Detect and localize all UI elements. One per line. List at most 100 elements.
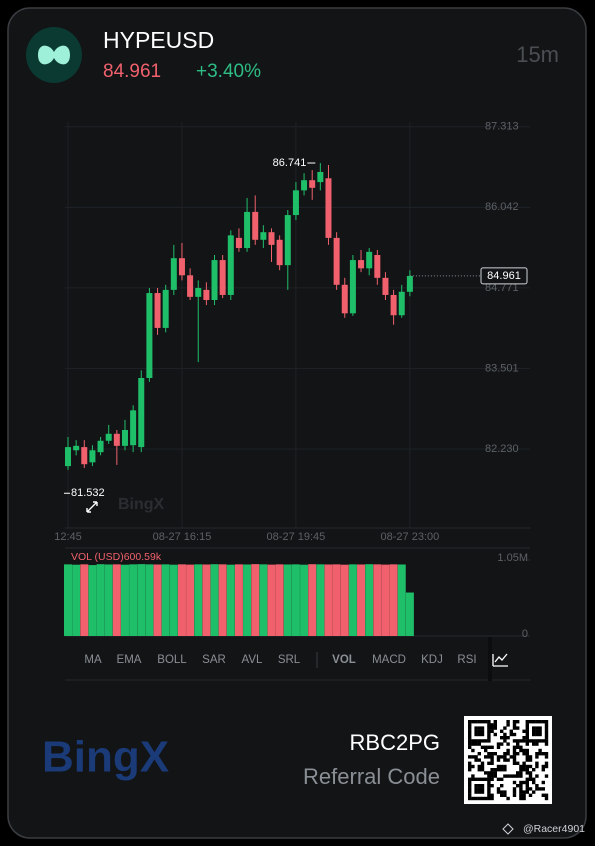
qr-module [503,758,507,762]
qr-module [480,745,485,749]
qr-module [525,758,529,762]
indicator-tab[interactable]: AVL [242,654,263,666]
volume-bar [308,564,317,636]
qr-module [468,764,472,769]
qr-module [512,745,517,749]
candle-body [284,215,291,266]
qr-module [525,764,529,769]
qr-module [506,752,510,756]
qr-module [519,780,523,785]
volume-bar [112,564,121,636]
indicator-tab[interactable]: MACD [372,654,406,666]
qr-module [522,793,526,797]
qr-module [532,742,536,746]
indicator-tab[interactable]: SRL [278,654,301,666]
qr-module [487,720,491,724]
qr-module [522,796,526,801]
candle-body [235,237,242,249]
qr-module [468,720,472,724]
qr-module [468,739,472,743]
candle-body [97,440,104,453]
volume-bar [348,564,357,636]
qr-module [528,720,533,724]
qr-module [544,729,549,733]
volume-bar [357,564,366,636]
coin-logo-mark [38,45,70,65]
qr-module [509,774,513,778]
qr-module [480,739,485,743]
qr-module [500,736,504,740]
qr-module [487,777,491,781]
qr-module [468,755,472,759]
change: +3.40% [196,61,261,82]
qr-module [474,784,478,788]
qr-module [544,761,549,765]
qr-module [519,793,523,797]
brand-logo: BingX [42,733,169,782]
indicator-tab[interactable]: SAR [202,654,226,666]
qr-module [484,771,488,775]
candle-body [219,260,226,295]
qr-module [480,732,485,737]
qr-module [480,720,485,724]
qr-module [471,742,475,746]
candle-body [333,237,340,285]
qr-module [541,768,545,772]
qr-module [484,745,488,749]
qr-module [522,764,526,769]
qr-module [532,790,536,794]
indicator-tab[interactable]: MA [84,654,102,666]
qr-module [516,726,520,730]
indicator-tab[interactable]: EMA [117,654,142,666]
referral-code: RBC2PG [350,730,440,755]
qr-module [541,720,545,724]
volume-bar [169,564,178,636]
qr-module [474,742,478,746]
qr-module [487,726,491,730]
indicator-tab[interactable]: RSI [457,654,476,666]
qr-module [506,758,510,762]
qr-module [528,774,533,778]
volume-bar [243,564,252,636]
qr-module [490,777,494,781]
qr-module [477,720,481,724]
volume-bar [340,564,349,636]
qr-module [538,726,542,730]
qr-module [468,780,472,785]
qr-module [519,748,523,753]
volume-bar [381,564,390,636]
qr-module [512,758,517,762]
qr-module [484,720,488,724]
indicator-tab[interactable]: KDJ [421,654,443,666]
qr-module [490,726,494,730]
qr-module [500,764,504,769]
candle-body [366,251,373,269]
qr-module [512,761,517,765]
qr-module [490,793,494,797]
candle-body [195,287,202,297]
qr-module [516,739,520,743]
indicator-tab[interactable]: BOLL [157,654,187,666]
indicator-tab[interactable]: VOL [332,654,356,666]
qr-module [503,793,507,797]
qr-module [500,742,504,746]
qr-module [528,739,533,743]
interval: 15m [516,42,559,67]
indicator-bar: MA EMA BOLL SAR AVL SRL VOL MACD KDJ RSI [84,652,477,668]
qr-module [471,796,475,801]
qr-module [506,796,510,801]
qr-module [493,723,497,727]
qr-module [532,732,536,737]
volume-bar [275,564,284,636]
chart-type-icon[interactable] [492,653,508,667]
qr-module [471,774,475,778]
qr-module [496,745,501,749]
volume-bar [153,564,162,636]
qr-module [535,739,539,743]
qr-module [468,742,472,746]
candle-body [154,293,161,328]
y-tick-label: 82.230 [485,443,519,455]
x-tick-label: 08-27 19:45 [267,531,326,543]
candle-body [81,447,88,465]
candle-body [390,294,397,316]
